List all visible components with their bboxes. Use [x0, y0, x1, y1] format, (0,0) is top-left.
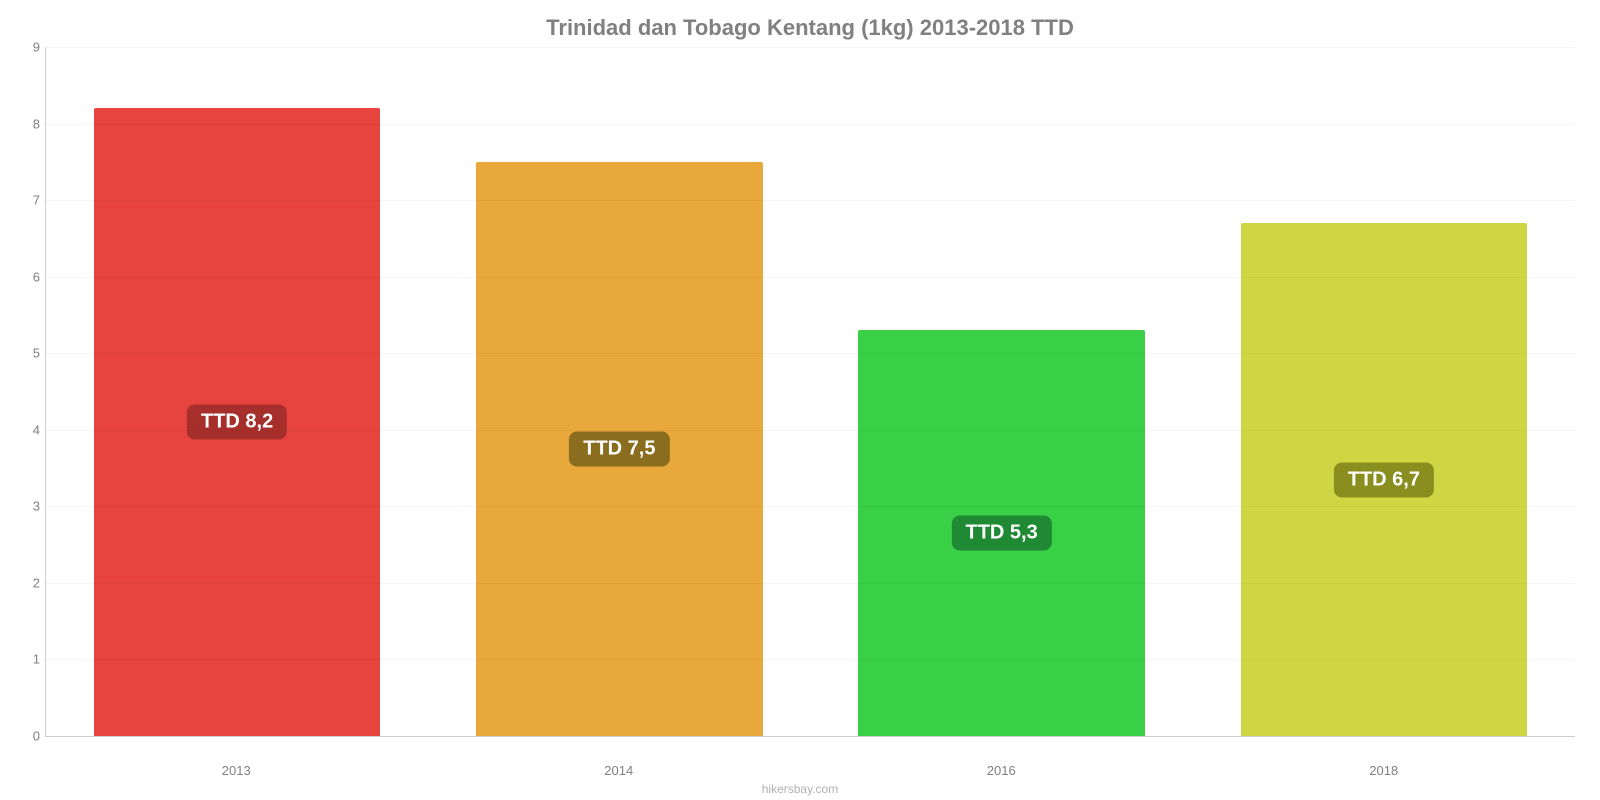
chart-title: Trinidad dan Tobago Kentang (1kg) 2013-2…: [45, 15, 1575, 41]
bar-slot: TTD 6,7: [1193, 47, 1575, 736]
grid-line: [46, 353, 1575, 354]
grid-line: [46, 200, 1575, 201]
value-badge: TTD 5,3: [952, 516, 1052, 551]
bar-slot: TTD 5,3: [811, 47, 1193, 736]
y-tick-label: 5: [18, 346, 40, 361]
x-tick-label: 2016: [810, 763, 1193, 778]
chart-container: Trinidad dan Tobago Kentang (1kg) 2013-2…: [0, 0, 1600, 800]
y-tick-label: 0: [18, 729, 40, 744]
bar: TTD 5,3: [858, 330, 1145, 736]
x-tick-label: 2014: [428, 763, 811, 778]
x-tick-label: 2013: [45, 763, 428, 778]
grid-line: [46, 506, 1575, 507]
y-tick-label: 1: [18, 652, 40, 667]
attribution-text: hikersbay.com: [0, 782, 1600, 796]
bar: TTD 8,2: [94, 108, 381, 736]
grid-line: [46, 583, 1575, 584]
x-tick-label: 2018: [1193, 763, 1576, 778]
plot-area: TTD 8,2TTD 7,5TTD 5,3TTD 6,7 0123456789: [45, 47, 1575, 737]
value-badge: TTD 8,2: [187, 405, 287, 440]
bar-slot: TTD 7,5: [428, 47, 810, 736]
value-badge: TTD 6,7: [1334, 462, 1434, 497]
bar-slot: TTD 8,2: [46, 47, 428, 736]
grid-line: [46, 430, 1575, 431]
grid-line: [46, 47, 1575, 48]
bar: TTD 7,5: [476, 162, 763, 736]
x-axis-labels: 2013201420162018: [45, 763, 1575, 778]
y-tick-label: 7: [18, 193, 40, 208]
grid-line: [46, 277, 1575, 278]
y-tick-label: 8: [18, 116, 40, 131]
grid-line: [46, 659, 1575, 660]
value-badge: TTD 7,5: [569, 431, 669, 466]
y-tick-label: 9: [18, 40, 40, 55]
y-tick-label: 6: [18, 269, 40, 284]
grid-line: [46, 124, 1575, 125]
y-tick-label: 2: [18, 575, 40, 590]
bars-layer: TTD 8,2 TTD 7,5 TTD 5,3 TTD 6,7: [46, 47, 1575, 736]
y-tick-label: 3: [18, 499, 40, 514]
y-tick-label: 4: [18, 422, 40, 437]
